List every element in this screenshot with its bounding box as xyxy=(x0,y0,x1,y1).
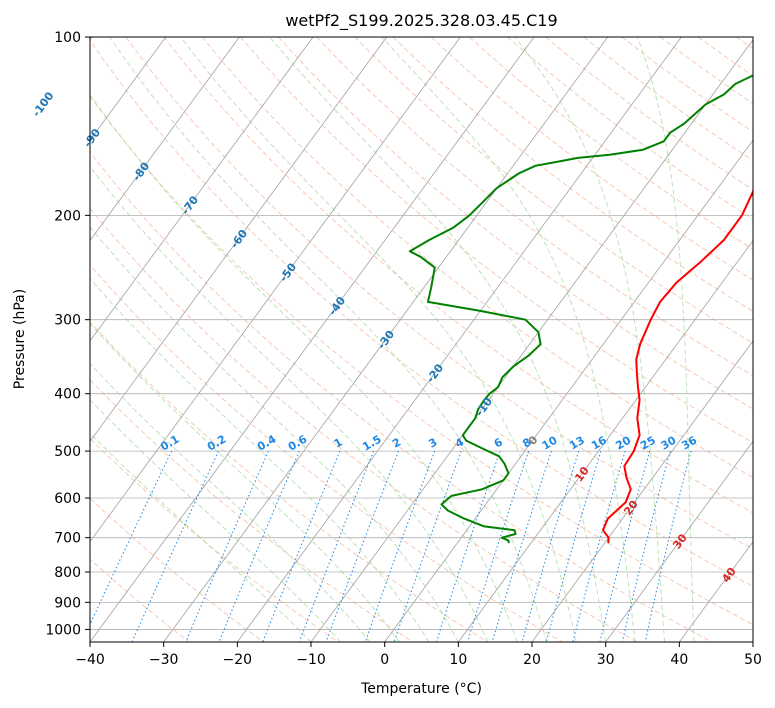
moist-adiabat xyxy=(90,322,400,642)
moist-adiabat xyxy=(109,37,548,642)
axis-ticks: −40 −30 −20 −10 0 10 20 30 40 50 100 200 300 400 500 60… xyxy=(45,30,762,668)
data-layer xyxy=(408,74,753,544)
dry-adiabat xyxy=(90,39,753,587)
plot-frame xyxy=(89,36,754,643)
x-tick-label: −40 xyxy=(75,652,105,668)
isotherm-line xyxy=(90,37,314,342)
moist-adiabat xyxy=(381,37,636,642)
isotherm-line xyxy=(384,139,753,642)
y-tick-label: 1000 xyxy=(45,622,81,638)
isotherm-line xyxy=(531,340,753,642)
mixing-ratio-line xyxy=(545,450,602,642)
y-tick-label: 400 xyxy=(54,387,81,403)
mixing-ratio-line xyxy=(644,450,692,642)
mixing-ratio-line xyxy=(521,450,580,642)
mixing-ratio-line xyxy=(599,450,651,642)
grid-layer xyxy=(90,37,753,642)
dry-adiabat xyxy=(354,37,753,344)
x-tick-label: 20 xyxy=(523,652,541,668)
dry-adiabat xyxy=(90,558,190,642)
y-tick-label: 800 xyxy=(54,565,81,581)
dry-adiabat xyxy=(392,37,753,312)
mixing-ratio-line xyxy=(572,450,626,642)
mixing-ratio-line xyxy=(364,450,436,642)
isotherm-line xyxy=(90,37,240,242)
moist-adiabat xyxy=(514,37,666,642)
x-tick-label: −10 xyxy=(296,652,326,668)
mixing-ratio-line xyxy=(90,450,173,626)
moist-adiabat xyxy=(269,37,607,642)
mixing-ratio-line xyxy=(298,450,375,642)
x-tick-label: −20 xyxy=(223,652,253,668)
mixing-ratio-line xyxy=(325,450,399,642)
dry-adiabat xyxy=(278,37,753,410)
mixing-ratio-line xyxy=(262,450,341,642)
x-tick-label: 50 xyxy=(744,652,762,668)
y-tick-label: 900 xyxy=(54,595,81,611)
moist-adiabat xyxy=(90,226,459,642)
x-tick-label: 0 xyxy=(380,652,389,668)
isotherm-line xyxy=(310,39,753,642)
isotherm-line xyxy=(605,440,753,642)
dry-adiabat xyxy=(90,264,563,642)
moist-adiabat xyxy=(90,399,341,642)
dry-adiabat xyxy=(90,207,638,642)
isotherm-line xyxy=(90,37,167,141)
dry-adiabat xyxy=(239,37,753,444)
isotherm-line xyxy=(90,37,388,442)
dewpoint-profile xyxy=(408,74,753,544)
dry-adiabat xyxy=(90,95,753,626)
x-axis-label: Temperature (°C) xyxy=(360,681,482,697)
y-tick-label: 200 xyxy=(54,208,81,224)
isotherm-line xyxy=(237,37,682,642)
dry-adiabat xyxy=(90,497,264,642)
x-tick-label: 30 xyxy=(597,652,615,668)
isotherm-line xyxy=(163,37,609,642)
y-tick-label: 600 xyxy=(54,491,81,507)
dry-adiabat xyxy=(90,151,712,642)
y-tick-label: 500 xyxy=(54,444,81,460)
y-tick-label: 700 xyxy=(54,531,81,547)
dry-adiabat xyxy=(90,321,488,642)
moist-adiabat xyxy=(90,362,371,642)
temperature-profile xyxy=(602,189,753,544)
y-tick-label: 100 xyxy=(54,30,81,46)
dry-adiabat xyxy=(125,37,753,550)
y-tick-label: 300 xyxy=(54,313,81,329)
dry-adiabat xyxy=(316,37,753,377)
x-tick-label: −30 xyxy=(149,652,179,668)
moist-adiabat xyxy=(636,37,695,642)
x-tick-label: 40 xyxy=(670,652,688,668)
chart-title: wetPf2_S199.2025.328.03.45.C19 xyxy=(285,11,557,31)
moist-adiabat xyxy=(90,165,489,642)
moist-adiabat xyxy=(90,277,430,642)
moist-adiabat xyxy=(180,37,577,642)
mixing-ratio-line xyxy=(435,450,501,642)
isotherm-line xyxy=(90,37,535,642)
isotherm-line xyxy=(458,239,753,642)
y-axis-label: Pressure (hPa) xyxy=(12,289,28,389)
mixing-ratio-line xyxy=(621,450,671,642)
x-tick-label: 10 xyxy=(449,652,467,668)
